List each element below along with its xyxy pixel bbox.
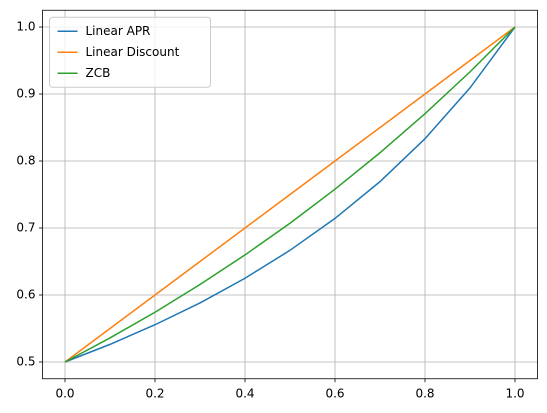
- y-tick-label: 0.5: [16, 355, 35, 369]
- y-tick-label: 0.8: [16, 154, 35, 168]
- legend-label: Linear Discount: [86, 45, 180, 59]
- legend-box: [49, 16, 211, 88]
- line-series: [64, 26, 516, 363]
- x-tick-label: 0.8: [415, 386, 434, 400]
- y-tick-label: 0.7: [16, 221, 35, 235]
- legend: Linear APR Linear Discount ZCB: [49, 16, 211, 88]
- y-tick-label: 0.6: [16, 288, 35, 302]
- x-tick-label: 1.0: [505, 386, 524, 400]
- x-tick-label: 0.2: [145, 386, 164, 400]
- x-tick-label: 0.6: [325, 386, 344, 400]
- x-tick-label: 0.0: [55, 386, 74, 400]
- x-tick-label: 0.4: [235, 386, 254, 400]
- y-tick-label: 0.9: [16, 87, 35, 101]
- line-series: [64, 26, 516, 363]
- legend-label: ZCB: [86, 66, 111, 80]
- y-tick-label: 1.0: [16, 20, 35, 34]
- line-series: [64, 26, 516, 363]
- legend-label: Linear APR: [86, 24, 151, 38]
- plot-frame: [42, 9, 538, 380]
